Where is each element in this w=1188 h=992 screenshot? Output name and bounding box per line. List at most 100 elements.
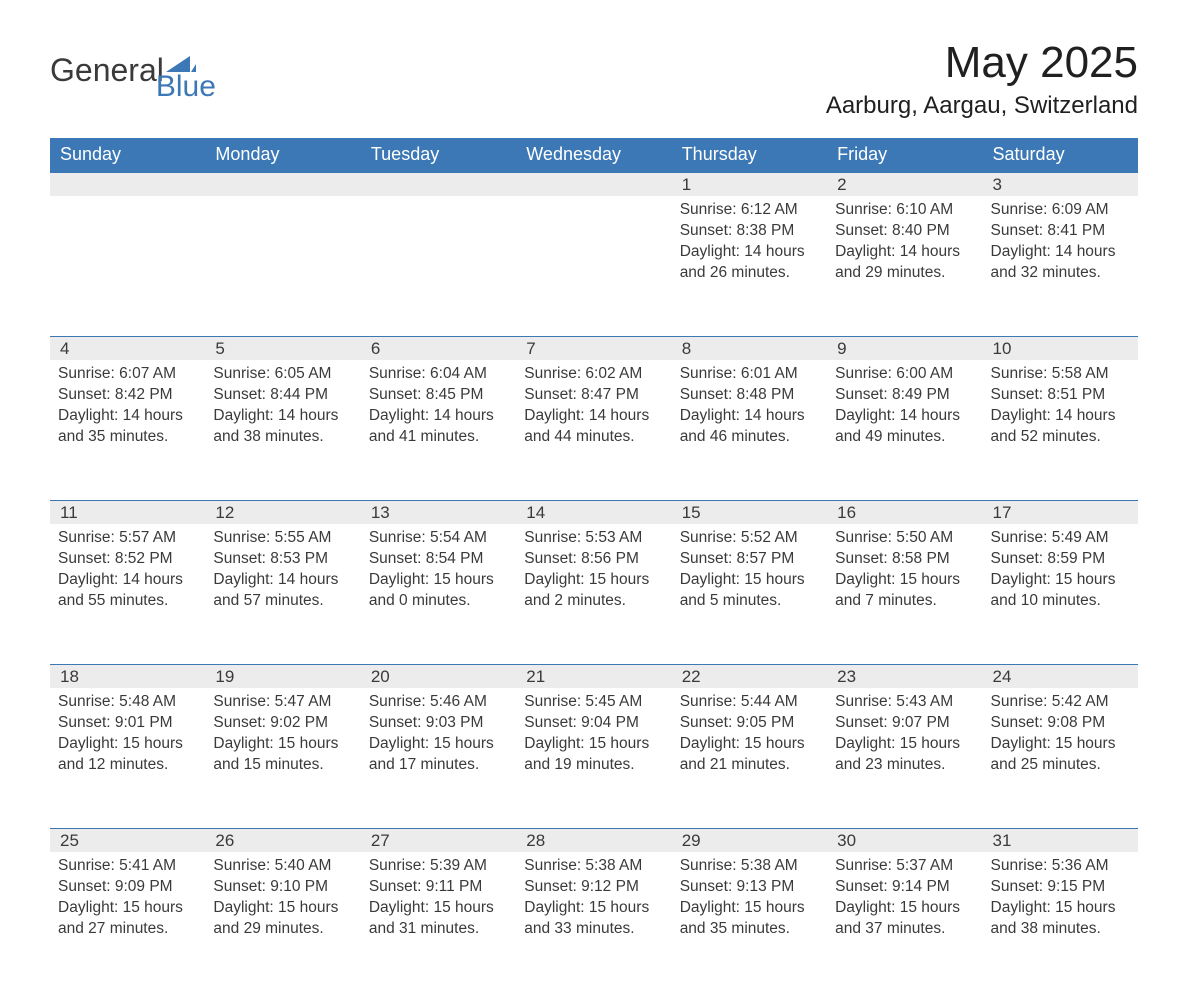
daylight-line: Daylight: 15 hours and 35 minutes. xyxy=(680,898,819,940)
week-0-content-row: Sunrise: 6:12 AMSunset: 8:38 PMDaylight:… xyxy=(50,196,1138,336)
day-number: 16 xyxy=(827,500,982,524)
sunset-line: Sunset: 9:15 PM xyxy=(991,877,1130,898)
sunset-line: Sunset: 9:10 PM xyxy=(213,877,352,898)
day-number: 27 xyxy=(361,828,516,852)
sunset-line: Sunset: 9:14 PM xyxy=(835,877,974,898)
day-cell: Sunrise: 5:49 AMSunset: 8:59 PMDaylight:… xyxy=(983,524,1138,664)
sunset-line: Sunset: 8:49 PM xyxy=(835,385,974,406)
daylight-line: Daylight: 15 hours and 5 minutes. xyxy=(680,570,819,612)
week-4-daynum-row: 25262728293031 xyxy=(50,828,1138,852)
day-number: 29 xyxy=(672,828,827,852)
day-number: 7 xyxy=(516,336,671,360)
day-number: 20 xyxy=(361,664,516,688)
sunrise-line: Sunrise: 6:01 AM xyxy=(680,364,819,385)
sunrise-line: Sunrise: 5:57 AM xyxy=(58,528,197,549)
daylight-line: Daylight: 15 hours and 38 minutes. xyxy=(991,898,1130,940)
day-number: 18 xyxy=(50,664,205,688)
sunrise-line: Sunrise: 5:43 AM xyxy=(835,692,974,713)
daylight-line: Daylight: 14 hours and 55 minutes. xyxy=(58,570,197,612)
daylight-line: Daylight: 15 hours and 29 minutes. xyxy=(213,898,352,940)
daylight-line: Daylight: 14 hours and 41 minutes. xyxy=(369,406,508,448)
day-number: 25 xyxy=(50,828,205,852)
week-1-content-row: Sunrise: 6:07 AMSunset: 8:42 PMDaylight:… xyxy=(50,360,1138,500)
header: General Blue May 2025 Aarburg, Aargau, S… xyxy=(50,40,1138,120)
daylight-line: Daylight: 14 hours and 26 minutes. xyxy=(680,242,819,284)
column-header-wednesday: Wednesday xyxy=(516,138,671,172)
sunset-line: Sunset: 8:45 PM xyxy=(369,385,508,406)
daylight-line: Daylight: 15 hours and 23 minutes. xyxy=(835,734,974,776)
day-number: 5 xyxy=(205,336,360,360)
sunrise-line: Sunrise: 5:38 AM xyxy=(680,856,819,877)
day-number: 19 xyxy=(205,664,360,688)
sunrise-line: Sunrise: 6:02 AM xyxy=(524,364,663,385)
sunrise-line: Sunrise: 5:41 AM xyxy=(58,856,197,877)
day-number: 11 xyxy=(50,500,205,524)
day-cell: Sunrise: 5:37 AMSunset: 9:14 PMDaylight:… xyxy=(827,852,982,992)
day-number: 10 xyxy=(983,336,1138,360)
sunset-line: Sunset: 8:40 PM xyxy=(835,221,974,242)
daylight-line: Daylight: 15 hours and 33 minutes. xyxy=(524,898,663,940)
sunset-line: Sunset: 8:51 PM xyxy=(991,385,1130,406)
daylight-line: Daylight: 15 hours and 2 minutes. xyxy=(524,570,663,612)
sunset-line: Sunset: 8:54 PM xyxy=(369,549,508,570)
day-cell: Sunrise: 5:47 AMSunset: 9:02 PMDaylight:… xyxy=(205,688,360,828)
daylight-line: Daylight: 14 hours and 57 minutes. xyxy=(213,570,352,612)
day-number: 2 xyxy=(827,172,982,196)
daylight-line: Daylight: 15 hours and 37 minutes. xyxy=(835,898,974,940)
week-0-daynum-row: 123 xyxy=(50,172,1138,196)
sunrise-line: Sunrise: 5:44 AM xyxy=(680,692,819,713)
daylight-line: Daylight: 15 hours and 27 minutes. xyxy=(58,898,197,940)
daylight-line: Daylight: 15 hours and 0 minutes. xyxy=(369,570,508,612)
column-header-monday: Monday xyxy=(205,138,360,172)
day-number: 28 xyxy=(516,828,671,852)
sunrise-line: Sunrise: 5:50 AM xyxy=(835,528,974,549)
sunset-line: Sunset: 9:09 PM xyxy=(58,877,197,898)
sunset-line: Sunset: 9:11 PM xyxy=(369,877,508,898)
daylight-line: Daylight: 15 hours and 10 minutes. xyxy=(991,570,1130,612)
sunrise-line: Sunrise: 5:52 AM xyxy=(680,528,819,549)
sunset-line: Sunset: 9:05 PM xyxy=(680,713,819,734)
daylight-line: Daylight: 14 hours and 49 minutes. xyxy=(835,406,974,448)
day-cell: Sunrise: 5:40 AMSunset: 9:10 PMDaylight:… xyxy=(205,852,360,992)
day-number: 8 xyxy=(672,336,827,360)
sunrise-line: Sunrise: 6:00 AM xyxy=(835,364,974,385)
sunset-line: Sunset: 9:08 PM xyxy=(991,713,1130,734)
day-cell xyxy=(205,196,360,336)
sunrise-line: Sunrise: 5:37 AM xyxy=(835,856,974,877)
day-number: 26 xyxy=(205,828,360,852)
sunset-line: Sunset: 9:07 PM xyxy=(835,713,974,734)
day-number xyxy=(50,172,205,196)
day-cell: Sunrise: 6:12 AMSunset: 8:38 PMDaylight:… xyxy=(672,196,827,336)
day-cell: Sunrise: 5:41 AMSunset: 9:09 PMDaylight:… xyxy=(50,852,205,992)
day-number: 12 xyxy=(205,500,360,524)
week-4-content-row: Sunrise: 5:41 AMSunset: 9:09 PMDaylight:… xyxy=(50,852,1138,992)
day-cell xyxy=(516,196,671,336)
day-cell: Sunrise: 5:44 AMSunset: 9:05 PMDaylight:… xyxy=(672,688,827,828)
sunrise-line: Sunrise: 5:47 AM xyxy=(213,692,352,713)
daylight-line: Daylight: 14 hours and 35 minutes. xyxy=(58,406,197,448)
day-cell: Sunrise: 6:07 AMSunset: 8:42 PMDaylight:… xyxy=(50,360,205,500)
day-cell: Sunrise: 6:09 AMSunset: 8:41 PMDaylight:… xyxy=(983,196,1138,336)
day-cell xyxy=(361,196,516,336)
day-cell xyxy=(50,196,205,336)
logo-word2: Blue xyxy=(156,70,216,104)
sunset-line: Sunset: 8:59 PM xyxy=(991,549,1130,570)
day-cell: Sunrise: 5:53 AMSunset: 8:56 PMDaylight:… xyxy=(516,524,671,664)
day-number: 17 xyxy=(983,500,1138,524)
day-number: 4 xyxy=(50,336,205,360)
daylight-line: Daylight: 14 hours and 29 minutes. xyxy=(835,242,974,284)
daylight-line: Daylight: 15 hours and 19 minutes. xyxy=(524,734,663,776)
sunset-line: Sunset: 9:03 PM xyxy=(369,713,508,734)
week-2-content-row: Sunrise: 5:57 AMSunset: 8:52 PMDaylight:… xyxy=(50,524,1138,664)
week-2-daynum-row: 11121314151617 xyxy=(50,500,1138,524)
day-number: 9 xyxy=(827,336,982,360)
sunset-line: Sunset: 9:13 PM xyxy=(680,877,819,898)
sunset-line: Sunset: 8:57 PM xyxy=(680,549,819,570)
day-number: 22 xyxy=(672,664,827,688)
daylight-line: Daylight: 14 hours and 52 minutes. xyxy=(991,406,1130,448)
calendar-page: General Blue May 2025 Aarburg, Aargau, S… xyxy=(0,0,1188,918)
day-number xyxy=(516,172,671,196)
week-3-content-row: Sunrise: 5:48 AMSunset: 9:01 PMDaylight:… xyxy=(50,688,1138,828)
sunrise-line: Sunrise: 5:46 AM xyxy=(369,692,508,713)
day-cell: Sunrise: 6:02 AMSunset: 8:47 PMDaylight:… xyxy=(516,360,671,500)
